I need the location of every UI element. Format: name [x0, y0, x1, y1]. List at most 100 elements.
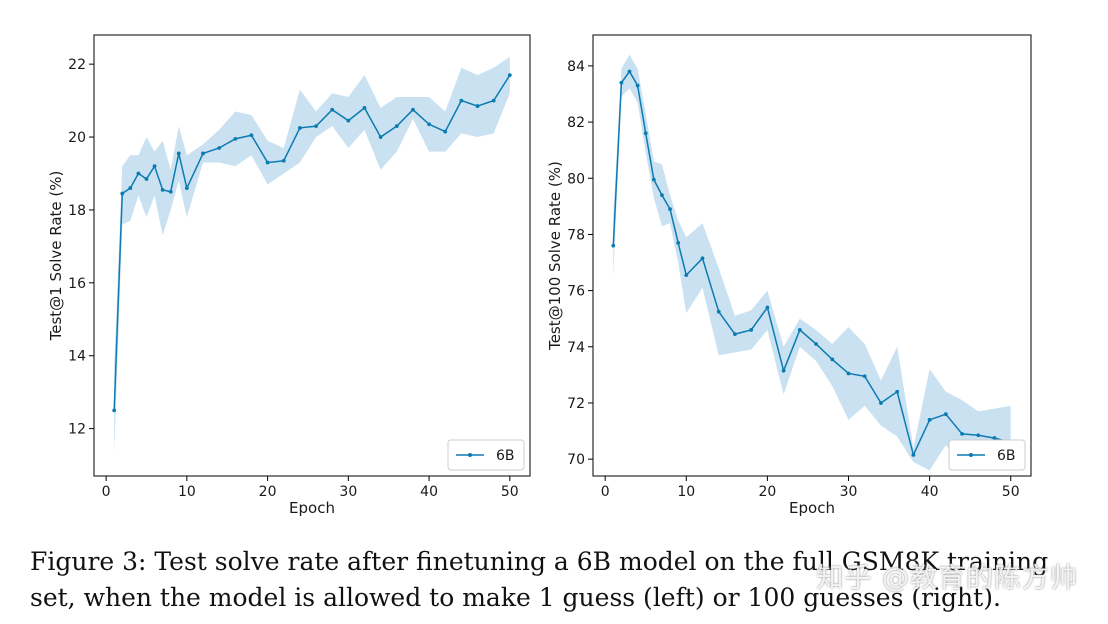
- y-tick-label: 76: [567, 284, 585, 300]
- right-panel-test-at-100: 0 10 20 30 40 50 70 72 74 76 78 80 82 84 Epoch Test@100…: [546, 34, 1032, 517]
- data-point: [700, 256, 705, 261]
- figure-canvas: 0 10 20 30 40 50 12 14 16 18 20 22 Epoch Test@1 Solve…: [47, 34, 1032, 517]
- data-point: [411, 107, 415, 112]
- data-point: [112, 408, 117, 413]
- legend-marker: [468, 453, 472, 457]
- y-tick-label: 70: [567, 452, 585, 468]
- data-point: [362, 105, 367, 110]
- x-tick-label: 50: [501, 484, 519, 500]
- legend: 6B: [447, 439, 525, 471]
- data-point: [676, 240, 681, 245]
- data-point: [168, 189, 173, 194]
- data-point: [992, 436, 997, 440]
- data-point: [346, 118, 351, 123]
- data-point: [627, 69, 632, 74]
- data-point: [491, 98, 496, 103]
- data-point: [120, 191, 125, 196]
- data-point: [635, 83, 640, 88]
- data-point: [960, 431, 964, 436]
- data-point: [611, 243, 616, 248]
- legend-marker: [969, 453, 973, 457]
- series-line-6b: [113, 74, 511, 411]
- legend-box: [948, 439, 1026, 471]
- confidence-band: [114, 56, 510, 455]
- x-tick-label: 0: [102, 484, 111, 500]
- y-tick-label: 74: [567, 340, 585, 356]
- legend-box: [447, 439, 525, 471]
- data-point: [314, 124, 318, 129]
- confidence-band: [613, 54, 1011, 471]
- data-point: [733, 332, 737, 337]
- data-point: [443, 129, 448, 134]
- data-point: [217, 146, 222, 150]
- data-point: [128, 186, 133, 190]
- data-point: [643, 131, 648, 136]
- data-point: [895, 389, 900, 394]
- data-point: [911, 453, 916, 457]
- y-tick-label: 16: [68, 276, 86, 292]
- data-point: [862, 374, 867, 379]
- data-point: [976, 433, 981, 438]
- watermark-text: 知乎 @教育的陈方帅: [816, 563, 1078, 594]
- y-tick-label: 22: [68, 57, 86, 73]
- data-point: [651, 177, 656, 182]
- legend-label: 6B: [997, 448, 1016, 464]
- x-axis-label: Epoch: [789, 499, 835, 517]
- y-tick-label: 82: [567, 115, 585, 131]
- left-panel-test-at-1: 0 10 20 30 40 50 12 14 16 18 20 22 Epoch Test@1 Solve…: [47, 34, 531, 517]
- data-point: [378, 135, 383, 139]
- y-tick-label: 14: [68, 349, 86, 365]
- x-tick-label: 40: [420, 484, 438, 500]
- legend-label: 6B: [496, 448, 515, 464]
- data-point: [249, 133, 254, 138]
- data-point: [749, 328, 754, 332]
- data-point: [265, 160, 270, 165]
- y-tick-label: 72: [567, 396, 585, 412]
- data-point: [765, 305, 770, 310]
- axes-frame: [592, 34, 1032, 477]
- axes-frame: [93, 34, 531, 477]
- y-tick-label: 80: [567, 171, 585, 187]
- data-point: [781, 368, 786, 373]
- data-point: [475, 104, 480, 108]
- data-point: [716, 309, 721, 314]
- figure-caption: Figure 3: Test solve rate after finetuni…: [30, 547, 1049, 612]
- legend: 6B: [948, 439, 1026, 471]
- data-point: [684, 273, 689, 278]
- x-tick-label: 30: [339, 484, 357, 500]
- data-point: [830, 357, 835, 362]
- data-point: [152, 164, 157, 169]
- x-tick-label: 40: [921, 484, 939, 500]
- x-tick-label: 10: [178, 484, 196, 500]
- data-point: [668, 207, 672, 212]
- data-point: [814, 342, 818, 346]
- data-point: [394, 124, 399, 129]
- x-tick-label: 20: [259, 484, 277, 500]
- x-axis-label: Epoch: [289, 499, 335, 517]
- data-point: [201, 151, 205, 156]
- data-point: [160, 187, 165, 192]
- series-line-6b: [612, 70, 1011, 458]
- y-axis-label: Test@100 Solve Rate (%): [546, 161, 564, 351]
- data-point: [330, 107, 335, 112]
- x-tick-label: 50: [1002, 484, 1020, 500]
- data-point: [660, 193, 664, 198]
- data-point: [459, 98, 464, 103]
- data-point: [507, 73, 512, 77]
- data-point: [879, 401, 883, 405]
- data-point: [846, 371, 851, 376]
- data-point: [281, 158, 286, 163]
- y-tick-label: 18: [68, 203, 86, 219]
- x-tick-label: 30: [840, 484, 858, 500]
- data-point: [427, 122, 431, 127]
- data-point: [136, 171, 141, 176]
- data-point: [184, 186, 189, 190]
- y-tick-label: 12: [68, 422, 86, 438]
- x-tick-label: 10: [677, 484, 695, 500]
- data-point: [144, 177, 149, 181]
- data-point: [619, 80, 624, 85]
- y-tick-label: 84: [567, 59, 585, 75]
- y-tick-label: 20: [68, 130, 86, 146]
- x-tick-label: 0: [601, 484, 610, 500]
- x-tick-label: 20: [758, 484, 776, 500]
